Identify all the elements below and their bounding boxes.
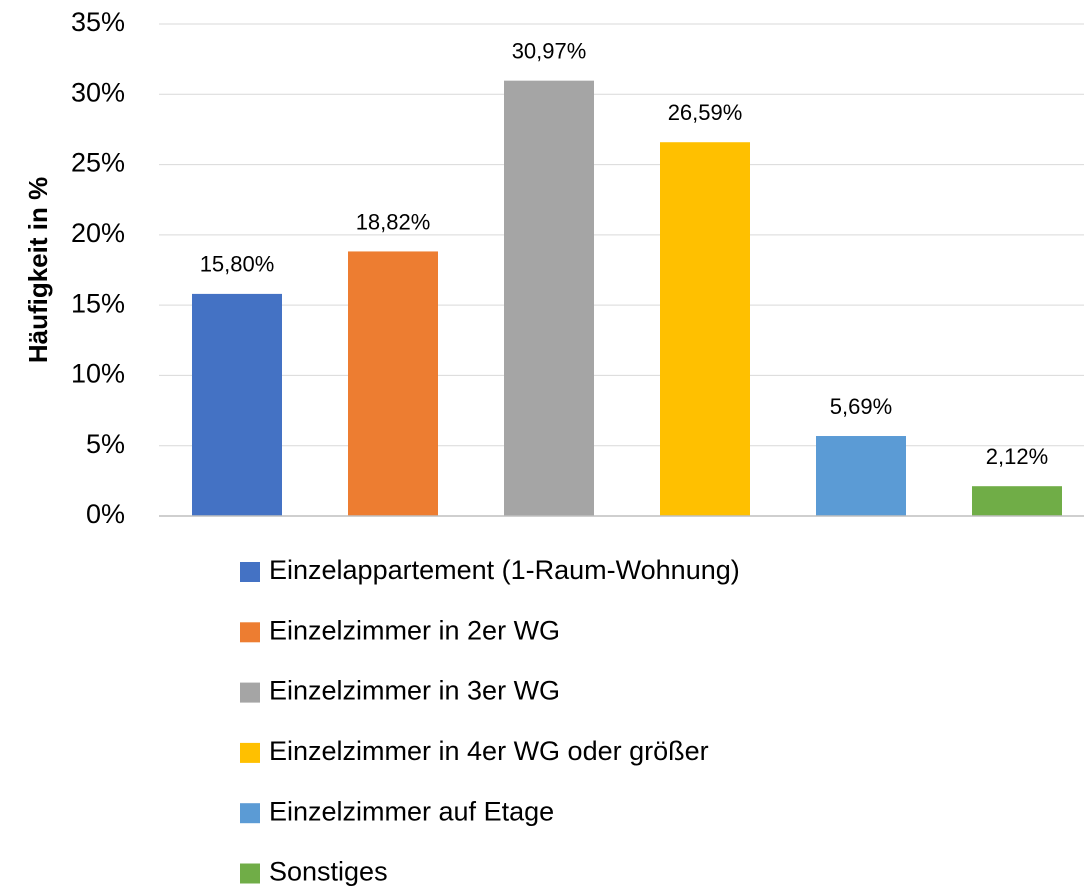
y-tick-label: 30%: [71, 77, 125, 107]
y-tick-label: 10%: [71, 359, 125, 389]
legend-label: Einzelzimmer in 3er WG: [269, 676, 560, 706]
value-label: 2,12%: [986, 444, 1048, 469]
y-tick-label: 25%: [71, 148, 125, 178]
bar: [816, 436, 906, 516]
value-label: 5,69%: [830, 394, 892, 419]
legend-label: Einzelzimmer in 2er WG: [269, 615, 560, 645]
bar: [192, 293, 282, 516]
y-tick-label: 20%: [71, 218, 125, 248]
bar: [504, 80, 594, 517]
legend-label: Sonstiges: [269, 857, 388, 887]
legend-swatch: [240, 682, 260, 703]
bar: [972, 486, 1062, 516]
legend-swatch: [240, 863, 260, 884]
legend-swatch: [240, 803, 260, 824]
value-label: 18,82%: [356, 209, 431, 234]
y-tick-label: 15%: [71, 288, 125, 318]
value-label: 30,97%: [512, 38, 587, 63]
y-tick-label: 5%: [86, 429, 125, 459]
bar: [660, 142, 750, 516]
value-label: 15,80%: [200, 252, 275, 277]
legend-swatch: [240, 562, 260, 582]
value-label: 26,59%: [668, 100, 743, 125]
legend-swatch: [240, 622, 260, 643]
y-tick-label: 0%: [86, 499, 125, 529]
y-axis-title: Häufigkeit in %: [23, 177, 53, 363]
bar: [348, 251, 438, 516]
legend-label: Einzelzimmer in 4er WG oder größer: [269, 736, 709, 766]
legend-label: Einzelzimmer auf Etage: [269, 796, 554, 826]
legend-swatch: [240, 742, 260, 763]
y-tick-label: 35%: [71, 7, 125, 37]
legend-label: Einzelappartement (1-Raum-Wohnung): [269, 555, 740, 585]
